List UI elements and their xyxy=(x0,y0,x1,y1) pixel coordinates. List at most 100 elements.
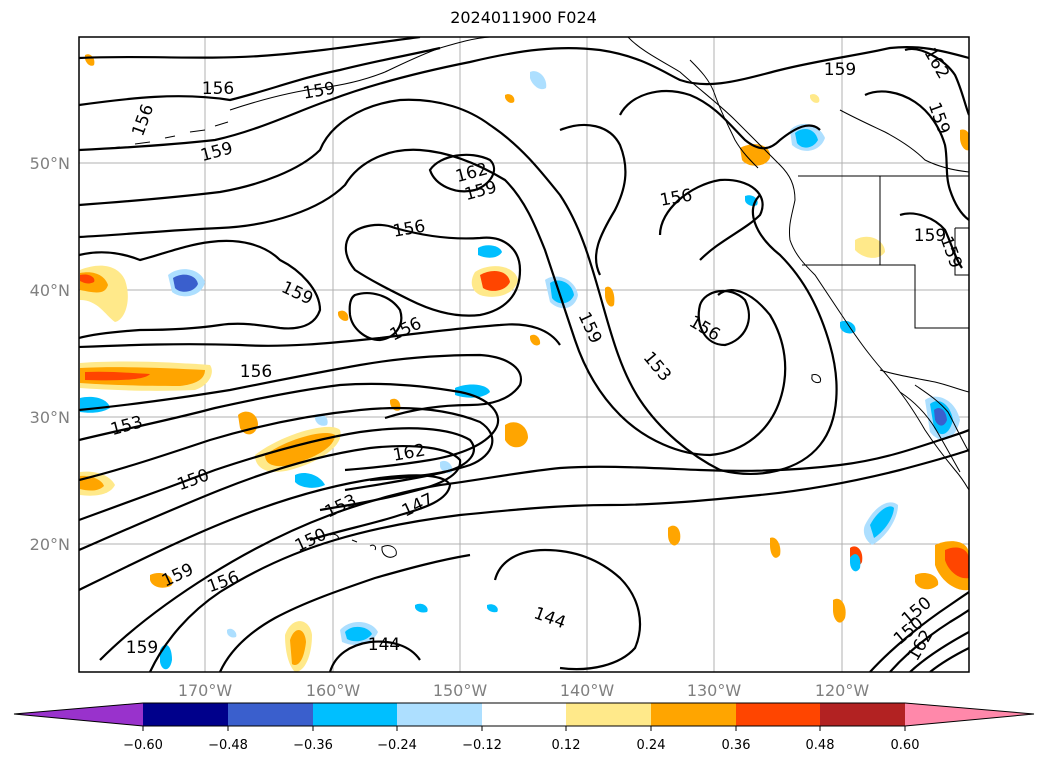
contour-line xyxy=(79,98,838,475)
contour-line xyxy=(658,178,764,261)
orange-patch xyxy=(85,371,150,381)
blue-patch xyxy=(850,554,861,572)
inland-state-border xyxy=(954,227,969,276)
contour-line xyxy=(79,445,462,552)
orange-patch xyxy=(80,475,104,491)
baja-peninsula-coast xyxy=(899,391,961,473)
contour-line xyxy=(348,292,403,342)
contour-line xyxy=(344,223,522,317)
blue-patch xyxy=(295,473,325,488)
orange-patch xyxy=(945,547,969,579)
colorbar-tick-label: −0.48 xyxy=(208,738,248,753)
contour-line xyxy=(904,47,969,116)
colorbar-tick-label: 0.24 xyxy=(637,738,666,753)
blue-patch xyxy=(478,245,502,258)
orange-patch xyxy=(960,129,969,151)
colorbar-segment xyxy=(820,703,905,726)
shaded-field xyxy=(80,54,969,672)
colorbar-tick-label: 0.36 xyxy=(722,738,751,753)
contour-line xyxy=(79,474,452,591)
lat-label: 40°N xyxy=(30,281,70,300)
coastlines xyxy=(87,37,969,558)
blue-patch xyxy=(455,384,490,398)
lat-label: 30°N xyxy=(30,408,70,427)
contour-line xyxy=(493,548,642,671)
colorbar-segment xyxy=(313,703,397,726)
blue-patch xyxy=(173,274,198,292)
hawaii-islands xyxy=(329,533,397,558)
contour-label: 159 xyxy=(126,638,158,658)
contour-line xyxy=(79,427,475,522)
contour-line xyxy=(909,631,969,672)
contour-label: 144 xyxy=(368,635,400,655)
longitude-labels: 170°W 160°W 150°W 140°W 130°W 120°W xyxy=(178,681,870,700)
colorbar-extend-left xyxy=(14,703,143,726)
colorbar-segment xyxy=(228,703,313,726)
blue-patch xyxy=(315,413,328,426)
contour-line xyxy=(218,553,471,672)
colorbar-segment xyxy=(397,703,482,726)
blue-patch xyxy=(345,626,372,642)
colorbar-tick-label: −0.36 xyxy=(293,738,333,753)
contour-label: 159 xyxy=(824,60,856,80)
colorbar-segment xyxy=(143,703,228,726)
contour-line xyxy=(79,37,421,60)
north-america-coast xyxy=(627,37,969,491)
lat-label: 50°N xyxy=(30,154,70,173)
blue-patch xyxy=(795,128,818,148)
blue-patch xyxy=(227,628,237,638)
contour-line xyxy=(889,609,969,672)
inland-state-border xyxy=(802,264,969,329)
contour-line xyxy=(79,406,494,482)
contour-line xyxy=(79,239,322,340)
orange-patch xyxy=(740,144,771,166)
lon-label: 120°W xyxy=(815,681,870,700)
colorbar: −0.60 −0.48 −0.36 −0.24 −0.12 0.12 0.24 … xyxy=(13,702,1035,753)
orange-patch xyxy=(915,573,939,590)
contour-line xyxy=(79,382,500,472)
orange-patch xyxy=(605,286,615,307)
contour-line xyxy=(79,323,561,349)
contour-lines xyxy=(79,37,969,672)
lon-label: 170°W xyxy=(178,681,233,700)
map-title: 2024011900 F024 xyxy=(450,8,597,27)
orange-patch xyxy=(855,236,885,258)
colorbar-segment xyxy=(566,703,651,726)
colorbar-segment xyxy=(736,703,820,726)
lon-label: 150°W xyxy=(433,681,488,700)
orange-patch xyxy=(290,630,306,666)
contour-label: 159 xyxy=(914,226,946,246)
orange-patch xyxy=(833,598,846,623)
contour-line xyxy=(328,640,421,672)
blue-patch xyxy=(415,603,428,613)
contour-line xyxy=(899,212,963,269)
contour-line xyxy=(99,429,969,661)
colorbar-segment xyxy=(482,703,566,726)
map-frame xyxy=(78,36,970,673)
orange-patch xyxy=(770,537,781,558)
contour-label: 156 xyxy=(240,362,272,382)
contour-line xyxy=(864,90,969,221)
colorbar-tick-label: −0.12 xyxy=(462,738,502,753)
blue-patch xyxy=(487,604,498,613)
orange-patch xyxy=(80,274,95,284)
orange-patch xyxy=(150,573,173,588)
contour-line xyxy=(149,448,969,672)
contour-label-layer: 156 156 159 156 159 162 159 156 159 162 … xyxy=(108,44,965,664)
lon-label: 130°W xyxy=(687,681,742,700)
colorbar-tick-label: −0.60 xyxy=(123,738,163,753)
lon-label: 160°W xyxy=(306,681,361,700)
contour-line xyxy=(79,46,441,107)
orange-patch xyxy=(668,525,681,546)
colorbar-segment xyxy=(651,703,736,726)
orange-patch xyxy=(810,94,820,103)
orange-patch xyxy=(505,422,528,448)
contour-line xyxy=(697,289,750,347)
orange-patch xyxy=(338,310,349,321)
blue-patch xyxy=(530,71,547,90)
us-mexico-border xyxy=(879,369,969,393)
colorbar-extend-right xyxy=(905,703,1034,726)
contour-line xyxy=(559,123,627,276)
orange-patch xyxy=(480,270,510,291)
blue-patch xyxy=(160,644,172,670)
